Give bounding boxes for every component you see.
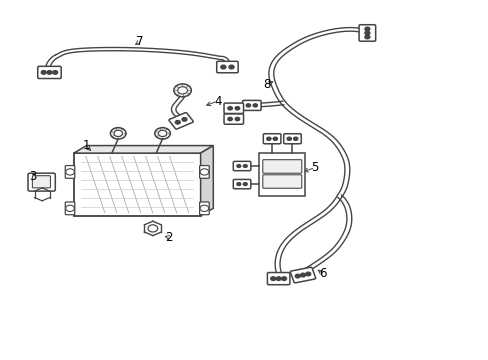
FancyBboxPatch shape bbox=[283, 134, 301, 144]
Circle shape bbox=[182, 118, 186, 121]
Circle shape bbox=[227, 117, 232, 121]
FancyBboxPatch shape bbox=[199, 166, 209, 178]
Circle shape bbox=[305, 272, 310, 276]
Circle shape bbox=[228, 65, 234, 69]
Circle shape bbox=[200, 169, 208, 175]
Circle shape bbox=[281, 277, 286, 280]
Circle shape bbox=[173, 84, 191, 97]
FancyBboxPatch shape bbox=[32, 176, 50, 188]
FancyBboxPatch shape bbox=[38, 66, 61, 78]
Circle shape bbox=[53, 71, 58, 74]
Circle shape bbox=[243, 165, 247, 167]
Circle shape bbox=[246, 104, 250, 107]
FancyBboxPatch shape bbox=[74, 153, 200, 216]
FancyBboxPatch shape bbox=[263, 134, 280, 144]
Circle shape bbox=[236, 165, 240, 167]
Text: 5: 5 bbox=[311, 161, 318, 174]
FancyBboxPatch shape bbox=[224, 103, 243, 113]
Circle shape bbox=[200, 205, 208, 211]
Circle shape bbox=[273, 137, 277, 140]
FancyBboxPatch shape bbox=[216, 61, 238, 73]
Circle shape bbox=[276, 277, 281, 280]
Text: 4: 4 bbox=[213, 95, 221, 108]
Circle shape bbox=[221, 65, 225, 69]
FancyBboxPatch shape bbox=[168, 113, 193, 129]
Circle shape bbox=[300, 273, 305, 277]
Circle shape bbox=[253, 104, 257, 107]
FancyBboxPatch shape bbox=[28, 173, 55, 191]
Circle shape bbox=[364, 35, 369, 39]
FancyBboxPatch shape bbox=[259, 153, 305, 196]
Circle shape bbox=[155, 128, 170, 139]
FancyBboxPatch shape bbox=[224, 114, 243, 124]
FancyBboxPatch shape bbox=[262, 160, 301, 173]
Circle shape bbox=[243, 183, 247, 185]
Circle shape bbox=[148, 225, 158, 232]
Text: 1: 1 bbox=[82, 139, 90, 152]
Text: 6: 6 bbox=[318, 267, 325, 280]
FancyBboxPatch shape bbox=[262, 175, 301, 188]
FancyBboxPatch shape bbox=[233, 179, 250, 189]
Polygon shape bbox=[74, 145, 213, 153]
Circle shape bbox=[47, 71, 52, 74]
Circle shape bbox=[293, 137, 297, 140]
Text: 8: 8 bbox=[262, 78, 269, 91]
Circle shape bbox=[175, 121, 180, 124]
FancyBboxPatch shape bbox=[199, 202, 209, 215]
Circle shape bbox=[235, 117, 239, 121]
Text: 7: 7 bbox=[136, 35, 143, 49]
Circle shape bbox=[114, 130, 122, 136]
FancyBboxPatch shape bbox=[65, 166, 75, 178]
Circle shape bbox=[41, 71, 46, 74]
Circle shape bbox=[65, 205, 74, 211]
Circle shape bbox=[177, 87, 187, 94]
Polygon shape bbox=[200, 145, 213, 216]
Circle shape bbox=[295, 274, 300, 278]
Text: 2: 2 bbox=[165, 231, 172, 244]
Circle shape bbox=[286, 137, 291, 140]
Circle shape bbox=[158, 130, 166, 136]
Circle shape bbox=[110, 128, 126, 139]
FancyBboxPatch shape bbox=[358, 25, 375, 41]
Circle shape bbox=[266, 137, 270, 140]
Circle shape bbox=[270, 277, 275, 280]
Circle shape bbox=[364, 31, 369, 35]
FancyBboxPatch shape bbox=[65, 202, 75, 215]
Circle shape bbox=[364, 27, 369, 31]
Circle shape bbox=[227, 107, 232, 110]
FancyBboxPatch shape bbox=[267, 273, 289, 285]
Circle shape bbox=[236, 183, 240, 185]
FancyBboxPatch shape bbox=[290, 267, 315, 283]
Circle shape bbox=[235, 107, 239, 110]
FancyBboxPatch shape bbox=[233, 161, 250, 171]
Text: 3: 3 bbox=[29, 170, 36, 183]
FancyBboxPatch shape bbox=[242, 100, 261, 111]
Circle shape bbox=[65, 169, 74, 175]
